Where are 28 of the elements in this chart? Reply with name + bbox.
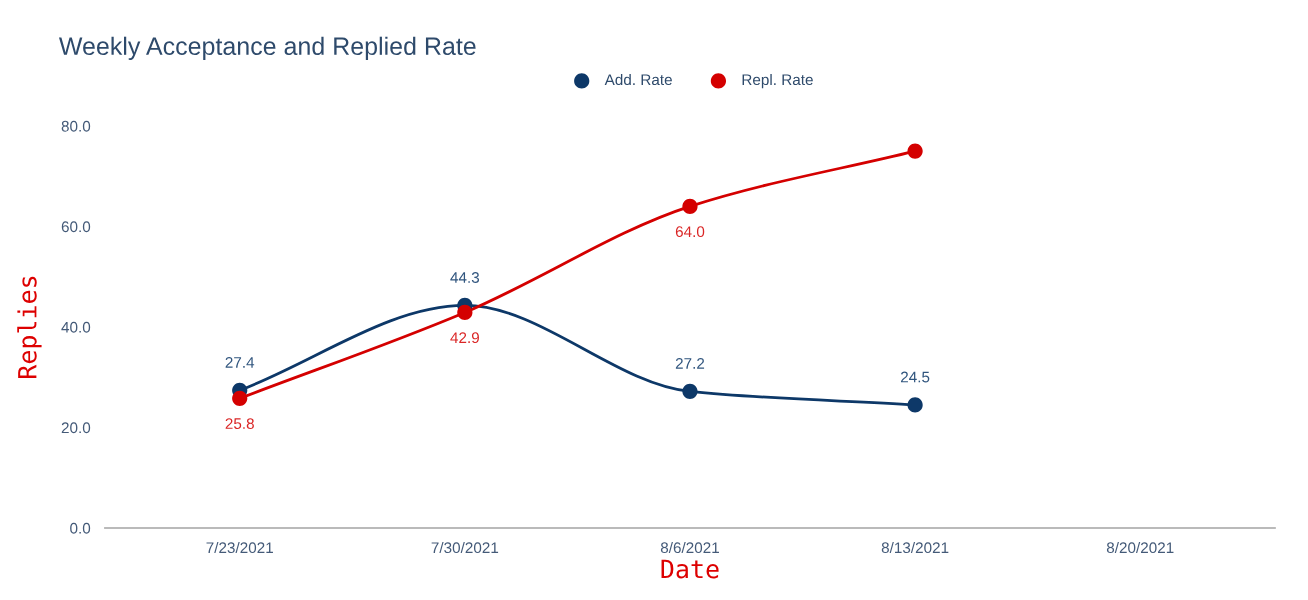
point (907, 143, 923, 159)
data-label: 24.5 (901, 371, 930, 383)
y-tick-label: 20.0 (61, 422, 91, 434)
y-tick-label: 80.0 (61, 120, 91, 132)
point (907, 397, 923, 413)
x-tick-label: 8/13/2021 (881, 541, 949, 554)
x-tick-label: 7/23/2021 (206, 541, 273, 554)
data-label: 25.8 (225, 418, 254, 430)
y-axis-title: Replies (17, 276, 42, 378)
data-label: 27.4 (225, 357, 255, 368)
chart-title: Weekly Acceptance and Replied Rate (58, 36, 476, 60)
data-label: 27.2 (675, 358, 705, 369)
x-tick-label: 8/6/2021 (660, 541, 719, 554)
point (232, 390, 248, 406)
x-tick-label: 8/20/2021 (1106, 541, 1174, 554)
data-label: 42.9 (450, 332, 479, 344)
legend-label: Repl. Rate (742, 73, 813, 89)
legend-label: Add. Rate (604, 73, 672, 86)
y-tick-label: 40.0 (61, 321, 91, 333)
data-label: 44.3 (450, 272, 480, 283)
data-label: 64.0 (675, 226, 705, 238)
point (457, 304, 473, 321)
x-tick-label: 7/30/2021 (431, 541, 499, 554)
x-axis-title: Date (661, 559, 719, 579)
point (682, 383, 698, 399)
y-tick-label: 0.0 (70, 522, 91, 534)
y-tick-label: 60.0 (61, 221, 91, 233)
point (682, 198, 698, 215)
